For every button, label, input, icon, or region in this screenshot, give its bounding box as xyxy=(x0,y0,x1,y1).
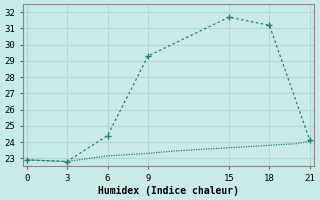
X-axis label: Humidex (Indice chaleur): Humidex (Indice chaleur) xyxy=(98,186,239,196)
